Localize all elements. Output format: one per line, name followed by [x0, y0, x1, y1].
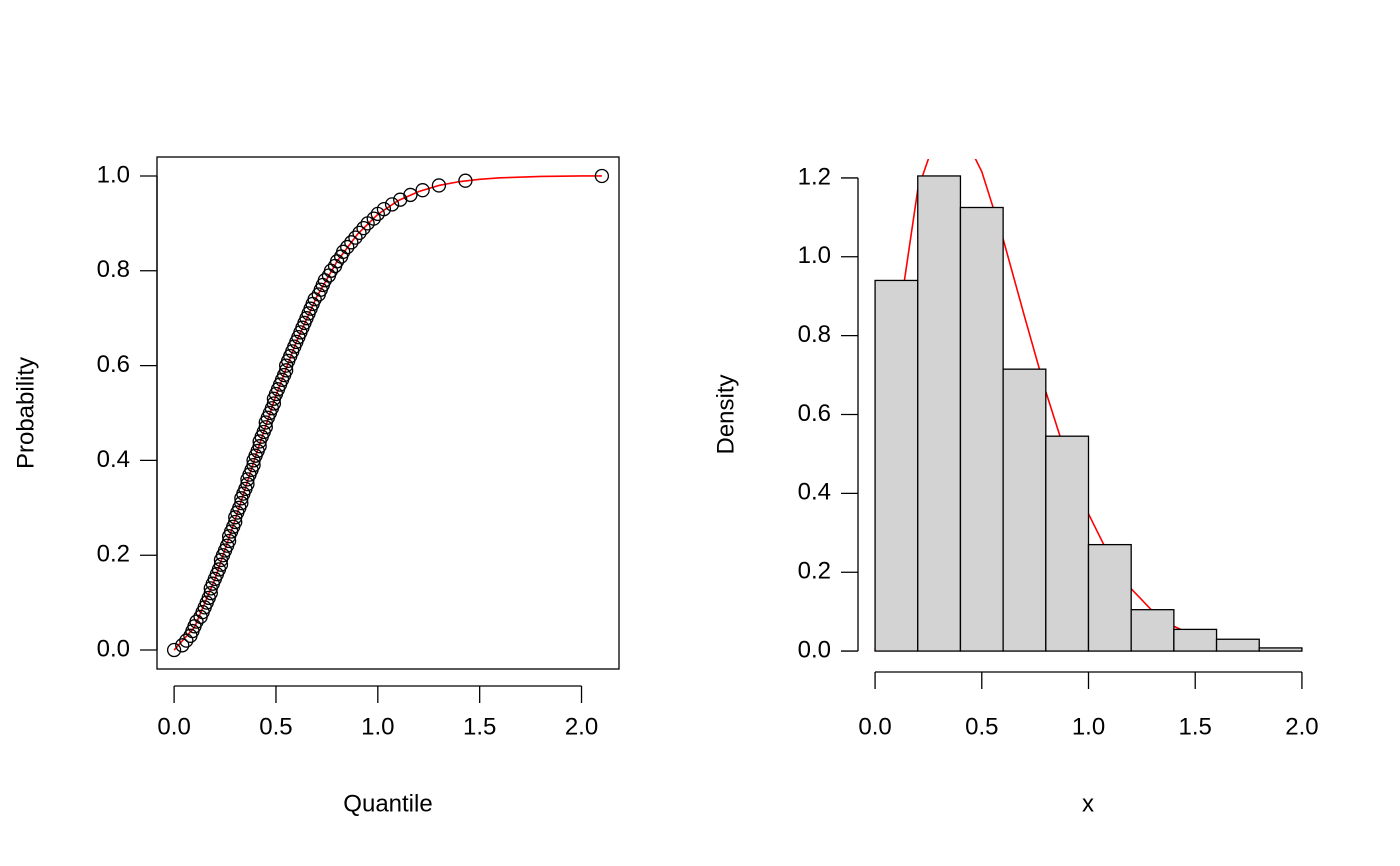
bar	[959, 206, 1004, 652]
point	[348, 230, 363, 245]
x-tick-label: 2.0	[1285, 713, 1318, 740]
y-tick-label: 0.8	[97, 256, 130, 283]
y-tick-label: 0.2	[97, 541, 130, 568]
point	[252, 439, 267, 454]
y-tick-label: 1.2	[798, 163, 831, 190]
point	[594, 168, 610, 184]
x-tick-label: 0.5	[965, 713, 998, 740]
point	[340, 239, 355, 255]
x-tick-label: 1.5	[1179, 713, 1212, 740]
point	[336, 244, 351, 259]
point	[246, 457, 261, 473]
y-tick-label: 0.0	[97, 635, 130, 662]
point	[366, 211, 381, 226]
y-tick-label: 0.8	[798, 321, 831, 348]
point	[258, 420, 273, 435]
plot-frame	[156, 156, 620, 670]
point	[458, 173, 473, 188]
point	[221, 533, 237, 549]
bar	[1045, 435, 1090, 652]
y-tick-label: 0.2	[798, 558, 831, 585]
x-tick-label: 0.0	[157, 713, 190, 740]
point	[266, 396, 282, 411]
point	[175, 638, 190, 653]
point	[415, 183, 430, 198]
x-tick-label: 0.5	[259, 713, 292, 740]
point	[234, 495, 249, 511]
x-tick-label: 0.0	[858, 713, 891, 740]
point	[403, 187, 418, 203]
point	[228, 514, 243, 530]
y-tick-label: 0.6	[97, 351, 130, 378]
x-tick-label: 2.0	[565, 713, 598, 740]
y-tick-label: 0.6	[798, 400, 831, 427]
y-tick-label: 0.4	[97, 446, 130, 473]
y-tick-label: 1.0	[97, 161, 130, 188]
point	[344, 235, 359, 250]
y-tick-label: 1.0	[798, 242, 831, 269]
point	[166, 642, 182, 658]
point	[376, 201, 392, 217]
point	[431, 178, 447, 193]
bar	[1087, 543, 1132, 652]
point	[203, 585, 218, 601]
bar	[1002, 368, 1047, 652]
bar	[1130, 609, 1175, 652]
bar	[1173, 628, 1218, 652]
point	[352, 225, 367, 241]
point	[213, 557, 229, 572]
point	[278, 363, 294, 378]
y-tick-label: 0.4	[798, 479, 831, 506]
bar	[874, 279, 919, 652]
bar	[917, 175, 962, 652]
point	[240, 476, 255, 492]
curve	[173, 175, 602, 651]
point	[356, 220, 371, 236]
bar	[1258, 647, 1303, 652]
x-axis-title: x	[1082, 790, 1094, 817]
x-tick-label: 1.5	[463, 713, 496, 740]
plot-area	[173, 175, 602, 651]
y-axis-title: Density	[712, 374, 739, 454]
y-axis-title: Probability	[12, 357, 39, 469]
y-tick-label: 0.0	[798, 636, 831, 663]
point	[384, 197, 400, 212]
x-tick-label: 1.0	[361, 713, 394, 740]
bar	[1215, 638, 1260, 652]
x-tick-label: 1.0	[1072, 713, 1105, 740]
x-axis-title: Quantile	[343, 790, 432, 817]
